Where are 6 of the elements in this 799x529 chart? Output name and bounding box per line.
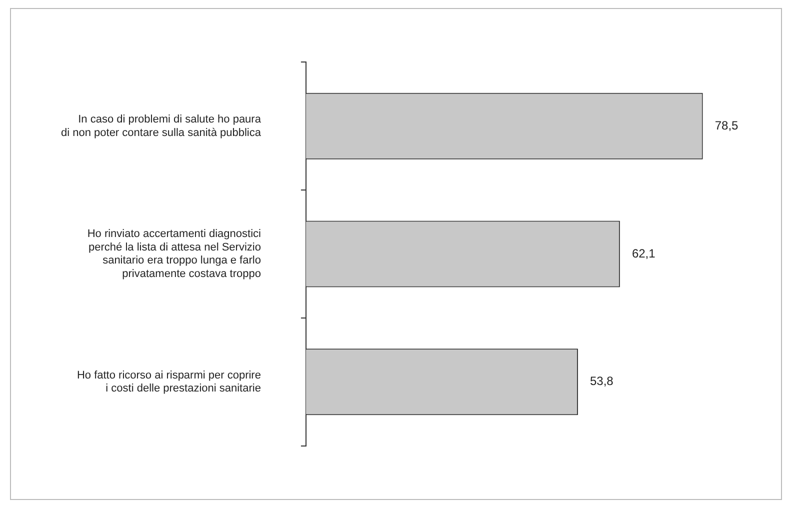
y-tick-label: In caso di problemi di salute ho paura di non poter contare sulla sanità pubblica [60, 114, 262, 139]
y-tick-label: Ho rinviato accertamenti diagnostici perché la lista di attesa nel Servizio sanitario era troppo lunga e farlo privatamente costava troppo [87, 228, 261, 280]
data-label: 62,1 [632, 246, 656, 260]
data-label: 53,8 [590, 374, 614, 388]
data-label: 78,5 [714, 118, 739, 132]
y-tick-label: Ho fatto ricorso ai risparmi per coprire i costi delle prestazioni sanitarie [76, 369, 261, 394]
